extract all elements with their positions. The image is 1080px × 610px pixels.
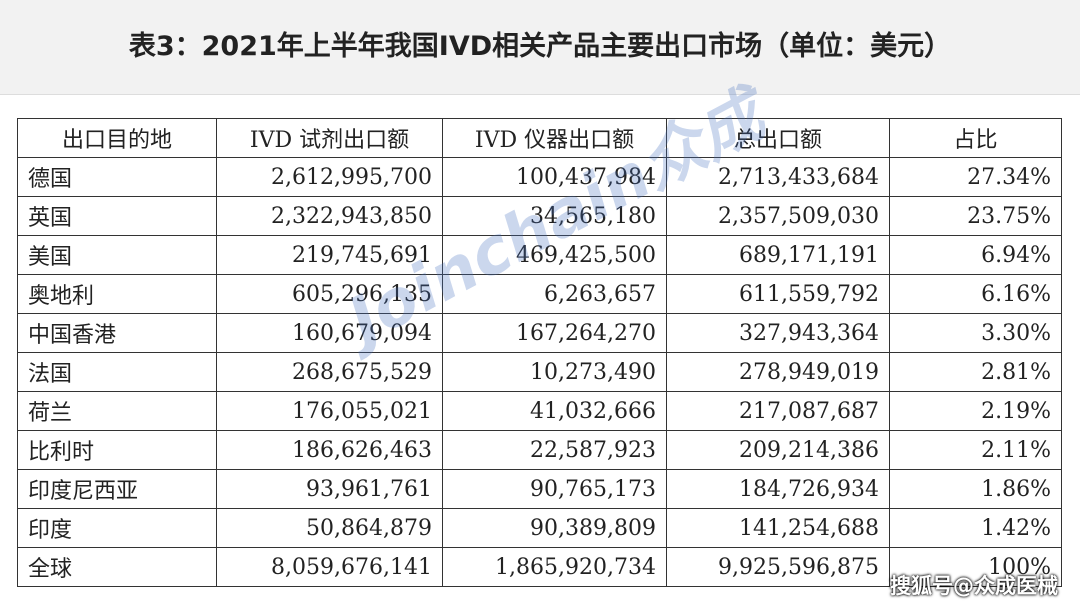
column-header: IVD 仪器出口额 [442, 118, 667, 158]
column-header: 出口目的地 [17, 118, 217, 158]
cell: 1.42% [889, 508, 1062, 548]
cell: 34,565,180 [442, 196, 667, 236]
cell: 184,726,934 [666, 469, 890, 509]
table-row: 比利时 186,626,463 22,587,923 209,214,386 2.11% [17, 430, 1062, 470]
cell: 3.30% [889, 313, 1062, 353]
table-row: 全球 8,059,676,141 1,865,920,734 9,925,596,87… [17, 547, 1062, 587]
cell: 90,765,173 [442, 469, 667, 509]
cell: 9,925,596,875 [666, 547, 890, 587]
cell: 219,745,691 [216, 235, 443, 275]
header-band: 表3：2021年上半年我国IVD相关产品主要出口市场（单位：美元） [0, 0, 1080, 95]
cell: 268,675,529 [216, 352, 443, 392]
cell: 278,949,019 [666, 352, 890, 392]
cell: 2,357,509,030 [666, 196, 890, 236]
row-label: 比利时 [17, 430, 217, 470]
cell: 100% [889, 547, 1062, 587]
cell: 50,864,879 [216, 508, 443, 548]
cell: 167,264,270 [442, 313, 667, 353]
column-header: 总出口额 [666, 118, 890, 158]
footer-watermark: 搜狐号@众成医械 [890, 574, 1058, 598]
table-body: 德国 2,612,995,700 100,437,984 2,713,433,684 2… [17, 157, 1062, 587]
cell: 2,322,943,850 [216, 196, 443, 236]
row-label: 英国 [17, 196, 217, 236]
table-row: 印度尼西亚 93,961,761 90,765,173 184,726,934 1.86… [17, 469, 1062, 509]
cell: 611,559,792 [666, 274, 890, 314]
column-header: IVD 试剂出口额 [216, 118, 443, 158]
cell: 217,087,687 [666, 391, 890, 431]
cell: 1,865,920,734 [442, 547, 667, 587]
table-row: 美国 219,745,691 469,425,500 689,171,191 6.94% [17, 235, 1062, 275]
cell: 93,961,761 [216, 469, 443, 509]
row-label: 法国 [17, 352, 217, 392]
cell: 22,587,923 [442, 430, 667, 470]
row-label: 美国 [17, 235, 217, 275]
cell: 2,713,433,684 [666, 157, 890, 197]
cell: 1.86% [889, 469, 1062, 509]
cell: 27.34% [889, 157, 1062, 197]
row-label: 印度 [17, 508, 217, 548]
cell: 176,055,021 [216, 391, 443, 431]
cell: 2,612,995,700 [216, 157, 443, 197]
row-label: 荷兰 [17, 391, 217, 431]
table-row: 法国 268,675,529 10,273,490 278,949,019 2.81% [17, 352, 1062, 392]
cell: 10,273,490 [442, 352, 667, 392]
cell: 469,425,500 [442, 235, 667, 275]
cell: 605,296,135 [216, 274, 443, 314]
table-row: 德国 2,612,995,700 100,437,984 2,713,433,684 2… [17, 157, 1062, 197]
cell: 90,389,809 [442, 508, 667, 548]
row-label: 印度尼西亚 [17, 469, 217, 509]
cell: 327,943,364 [666, 313, 890, 353]
cell: 209,214,386 [666, 430, 890, 470]
cell: 141,254,688 [666, 508, 890, 548]
table-row: 奥地利 605,296,135 6,263,657 611,559,792 6.16% [17, 274, 1062, 314]
cell: 6.16% [889, 274, 1062, 314]
column-header: 占比 [889, 118, 1062, 158]
cell: 186,626,463 [216, 430, 443, 470]
cell: 100,437,984 [442, 157, 667, 197]
cell: 6.94% [889, 235, 1062, 275]
table-row: 中国香港 160,679,094 167,264,270 327,943,364 3.3… [17, 313, 1062, 353]
cell: 23.75% [889, 196, 1062, 236]
cell: 6,263,657 [442, 274, 667, 314]
row-label: 德国 [17, 157, 217, 197]
header-row: 出口目的地 IVD 试剂出口额 IVD 仪器出口额 总出口额 占比 [17, 118, 1062, 158]
title: 表3：2021年上半年我国IVD相关产品主要出口市场（单位：美元） [128, 31, 952, 62]
cell: 160,679,094 [216, 313, 443, 353]
cell: 2.11% [889, 430, 1062, 470]
export-table: 出口目的地 IVD 试剂出口额 IVD 仪器出口额 总出口额 占比 德国 2,612,99… [17, 118, 1062, 587]
cell: 8,059,676,141 [216, 547, 443, 587]
cell: 689,171,191 [666, 235, 890, 275]
row-label: 全球 [17, 547, 217, 587]
table-row: 荷兰 176,055,021 41,032,666 217,087,687 2.19% [17, 391, 1062, 431]
cell: 2.19% [889, 391, 1062, 431]
row-label: 中国香港 [17, 313, 217, 353]
cell: 41,032,666 [442, 391, 667, 431]
table-row: 印度 50,864,879 90,389,809 141,254,688 1.42% [17, 508, 1062, 548]
cell: 2.81% [889, 352, 1062, 392]
table-row: 英国 2,322,943,850 34,565,180 2,357,509,030 23… [17, 196, 1062, 236]
row-label: 奥地利 [17, 274, 217, 314]
